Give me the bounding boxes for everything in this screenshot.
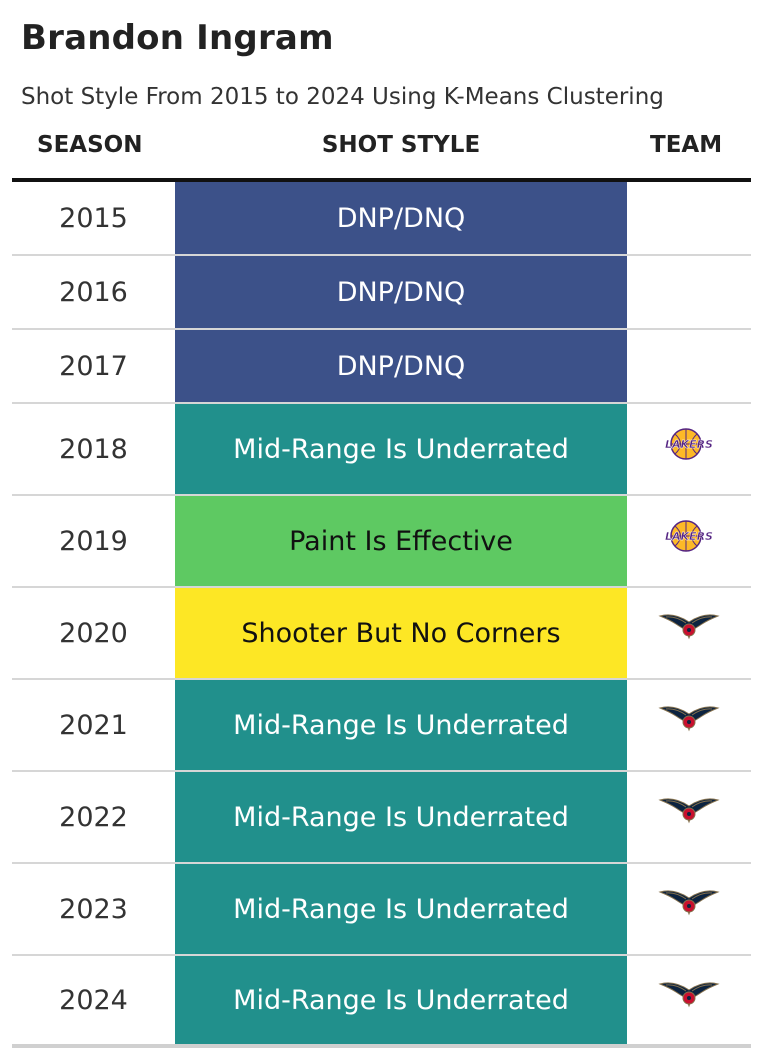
season-cell: 2016 (59, 276, 128, 308)
shot-style-cell: Mid-Range Is Underrated (175, 772, 627, 862)
team-cell: LAKERS (627, 496, 751, 586)
season-cell: 2019 (59, 525, 128, 557)
chart-title: Brandon Ingram (21, 18, 334, 58)
lakers-logo: LAKERS (658, 516, 720, 556)
shot-style-cell: Mid-Range Is Underrated (175, 680, 627, 770)
shot-style-cell: Mid-Range Is Underrated (175, 956, 627, 1044)
season-cell: 2021 (59, 709, 128, 741)
shot-style-cell: DNP/DNQ (175, 256, 627, 328)
header-divider (12, 178, 751, 182)
table-row: 2022 Mid-Range Is Underrated (12, 772, 751, 864)
table-row: 2023 Mid-Range Is Underrated (12, 864, 751, 956)
team-cell (627, 680, 751, 770)
lakers-logo: LAKERS (658, 424, 720, 464)
pelicans-logo (658, 884, 720, 924)
pelicans-logo (658, 976, 720, 1016)
team-cell (627, 182, 751, 254)
table-row: 2017 DNP/DNQ (12, 330, 751, 404)
shot-style-cell: Shooter But No Corners (175, 588, 627, 678)
table-row: 2024 Mid-Range Is Underrated (12, 956, 751, 1048)
shot-style-cell: Mid-Range Is Underrated (175, 864, 627, 954)
season-cell: 2020 (59, 617, 128, 649)
team-cell (627, 864, 751, 954)
team-cell (627, 956, 751, 1044)
table-row: 2019 Paint Is Effective LAKERS (12, 496, 751, 588)
table-row: 2020 Shooter But No Corners (12, 588, 751, 680)
season-cell: 2015 (59, 202, 128, 234)
team-cell (627, 330, 751, 402)
table-row: 2021 Mid-Range Is Underrated (12, 680, 751, 772)
season-cell: 2024 (59, 984, 128, 1016)
team-cell (627, 772, 751, 862)
column-header-season: SEASON (37, 132, 143, 158)
season-cell: 2018 (59, 433, 128, 465)
team-cell (627, 256, 751, 328)
chart-subtitle: Shot Style From 2015 to 2024 Using K-Mea… (21, 84, 664, 110)
shot-style-cell: Mid-Range Is Underrated (175, 404, 627, 494)
season-table: 2015 DNP/DNQ 2016 DNP/DNQ 2017 DNP/DNQ 2018 Mid… (12, 182, 751, 1048)
table-row: 2018 Mid-Range Is Underrated LAKERS (12, 404, 751, 496)
season-cell: 2017 (59, 350, 128, 382)
season-cell: 2023 (59, 893, 128, 925)
pelicans-logo (658, 608, 720, 648)
team-cell (627, 588, 751, 678)
svg-text:LAKERS: LAKERS (665, 530, 713, 543)
season-cell: 2022 (59, 801, 128, 833)
team-cell: LAKERS (627, 404, 751, 494)
svg-text:LAKERS: LAKERS (665, 438, 713, 451)
table-row: 2015 DNP/DNQ (12, 182, 751, 256)
column-header-team: TEAM (650, 132, 723, 158)
shot-style-cell: DNP/DNQ (175, 182, 627, 254)
table-row: 2016 DNP/DNQ (12, 256, 751, 330)
shot-style-cell: Paint Is Effective (175, 496, 627, 586)
shot-style-cell: DNP/DNQ (175, 330, 627, 402)
pelicans-logo (658, 700, 720, 740)
pelicans-logo (658, 792, 720, 832)
column-header-shot-style: SHOT STYLE (321, 132, 481, 158)
